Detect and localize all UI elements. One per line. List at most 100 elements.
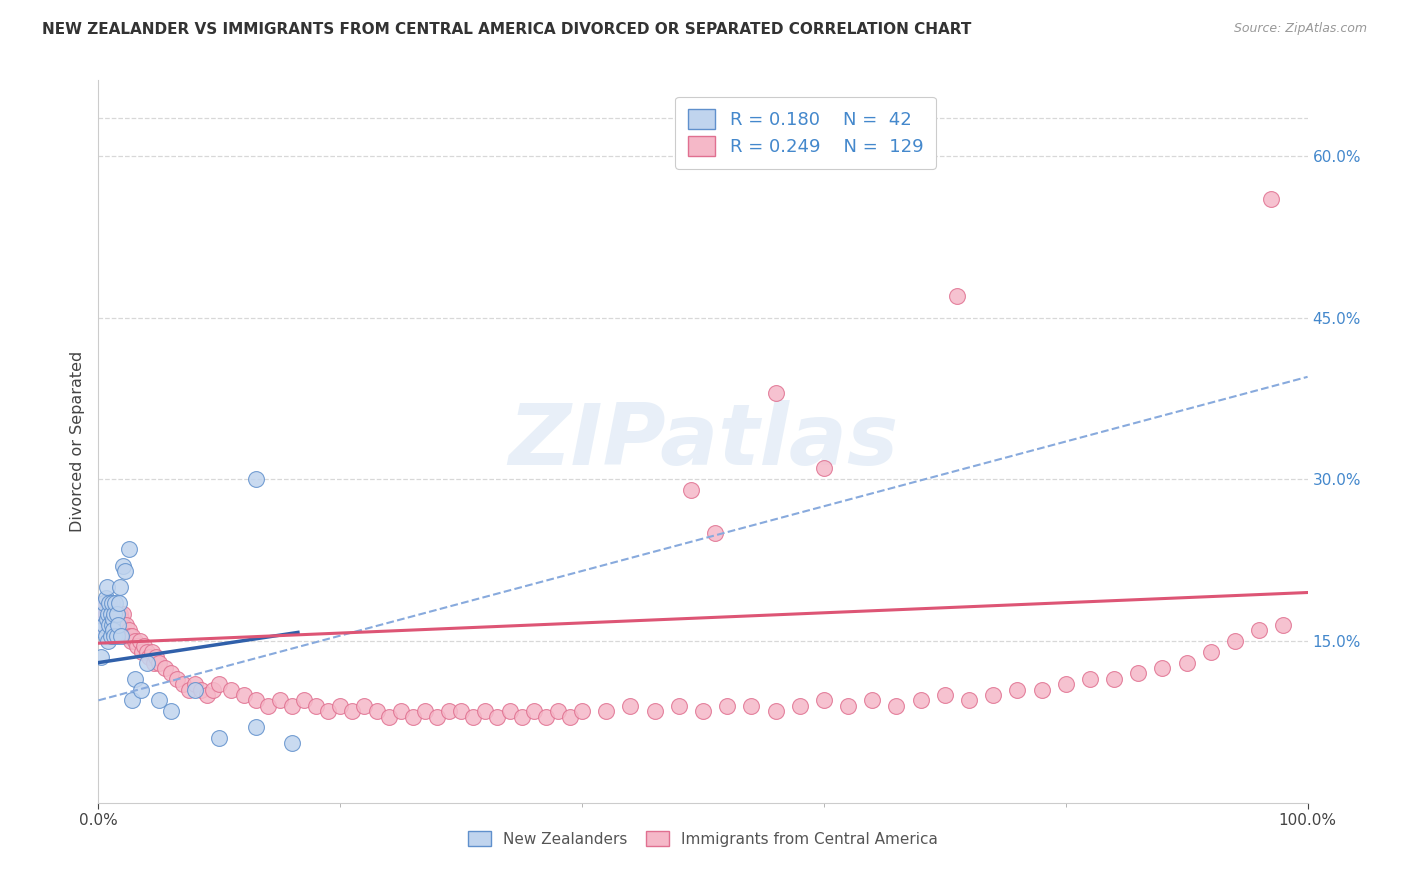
Point	[934, 688, 956, 702]
Point	[166, 672, 188, 686]
Point	[96, 580, 118, 594]
Point	[107, 618, 129, 632]
Point	[498, 704, 520, 718]
Point	[269, 693, 291, 707]
Point	[740, 698, 762, 713]
Point	[619, 698, 641, 713]
Point	[668, 698, 690, 713]
Point	[138, 650, 160, 665]
Point	[96, 601, 118, 615]
Point	[245, 693, 267, 707]
Point	[94, 607, 117, 621]
Point	[114, 629, 136, 643]
Point	[510, 709, 533, 723]
Point	[100, 618, 122, 632]
Point	[148, 656, 170, 670]
Point	[101, 624, 124, 638]
Point	[97, 618, 120, 632]
Point	[105, 612, 128, 626]
Point	[208, 677, 231, 691]
Point	[353, 698, 375, 713]
Point	[97, 607, 120, 621]
Point	[127, 640, 149, 654]
Point	[148, 693, 170, 707]
Point	[813, 693, 835, 707]
Point	[91, 601, 114, 615]
Point	[195, 688, 218, 702]
Point	[104, 596, 127, 610]
Y-axis label: Divorced or Separated: Divorced or Separated	[69, 351, 84, 533]
Point	[377, 709, 399, 723]
Point	[1199, 645, 1222, 659]
Point	[93, 596, 115, 610]
Point	[1078, 672, 1101, 686]
Point	[115, 618, 138, 632]
Point	[101, 618, 124, 632]
Point	[143, 656, 166, 670]
Point	[104, 618, 127, 632]
Point	[97, 634, 120, 648]
Point	[523, 704, 546, 718]
Point	[110, 629, 132, 643]
Point	[103, 629, 125, 643]
Point	[184, 677, 207, 691]
Text: ZIPatlas: ZIPatlas	[508, 400, 898, 483]
Point	[1272, 618, 1295, 632]
Point	[108, 580, 131, 594]
Point	[534, 709, 557, 723]
Point	[316, 704, 339, 718]
Point	[111, 618, 134, 632]
Point	[281, 698, 304, 713]
Point	[1152, 661, 1174, 675]
Point	[98, 618, 121, 632]
Point	[96, 612, 118, 626]
Point	[474, 704, 496, 718]
Point	[366, 704, 388, 718]
Point	[486, 709, 509, 723]
Point	[120, 634, 142, 648]
Point	[135, 656, 157, 670]
Point	[305, 698, 328, 713]
Point	[692, 704, 714, 718]
Point	[110, 624, 132, 638]
Point	[1054, 677, 1077, 691]
Point	[221, 682, 243, 697]
Point	[103, 612, 125, 626]
Point	[96, 612, 118, 626]
Legend: New Zealanders, Immigrants from Central America: New Zealanders, Immigrants from Central …	[460, 823, 946, 855]
Point	[765, 704, 787, 718]
Point	[93, 596, 115, 610]
Point	[100, 618, 122, 632]
Point	[105, 624, 128, 638]
Point	[93, 618, 115, 632]
Point	[153, 661, 176, 675]
Point	[100, 596, 122, 610]
Point	[558, 709, 581, 723]
Point	[107, 607, 129, 621]
Point	[437, 704, 460, 718]
Point	[97, 607, 120, 621]
Point	[160, 704, 183, 718]
Point	[128, 634, 150, 648]
Point	[679, 483, 702, 497]
Point	[118, 542, 141, 557]
Point	[103, 607, 125, 621]
Point	[135, 645, 157, 659]
Point	[413, 704, 436, 718]
Point	[256, 698, 278, 713]
Point	[131, 645, 153, 659]
Point	[426, 709, 449, 723]
Point	[402, 709, 425, 723]
Point	[100, 629, 122, 643]
Point	[202, 682, 225, 697]
Point	[103, 607, 125, 621]
Point	[837, 698, 859, 713]
Point	[134, 640, 156, 654]
Point	[111, 607, 134, 621]
Point	[1007, 682, 1029, 697]
Point	[111, 558, 134, 573]
Point	[389, 704, 412, 718]
Point	[118, 629, 141, 643]
Point	[141, 645, 163, 659]
Point	[118, 624, 141, 638]
